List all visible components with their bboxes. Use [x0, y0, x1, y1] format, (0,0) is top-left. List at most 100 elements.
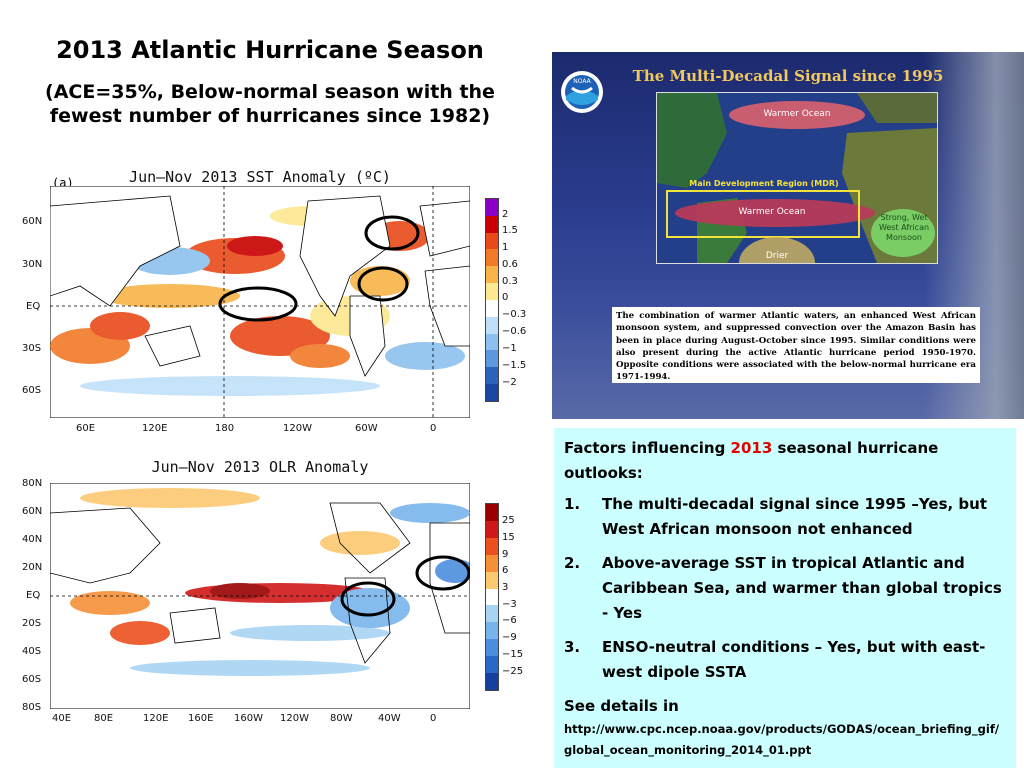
- poster-description: The combination of warmer Atlantic water…: [612, 307, 980, 383]
- olr-legend-label: −9: [502, 632, 517, 643]
- olr-map-title: Jun–Nov 2013 OLR Anomaly: [151, 458, 369, 476]
- olr-lat-label: 80N: [22, 478, 43, 489]
- sst-legend-colorbar: [485, 198, 499, 402]
- sst-lat-label: 30S: [22, 343, 42, 354]
- sst-legend-swatch: [486, 249, 498, 267]
- olr-legend-label: 15: [502, 532, 515, 543]
- sst-legend-label: 2: [502, 209, 509, 220]
- sst-lon-label: 60E: [76, 423, 96, 434]
- sst-lat-label: 30N: [22, 259, 43, 270]
- olr-lat-label: 60S: [22, 674, 42, 685]
- olr-lon-label: 160W: [234, 713, 263, 724]
- olr-lon-label: 80E: [94, 713, 114, 724]
- factors-heading-year: 2013: [730, 439, 773, 457]
- olr-lon-label: 120W: [280, 713, 309, 724]
- olr-legend-swatch: [486, 656, 498, 674]
- sst-lat-label: 60N: [22, 216, 43, 227]
- sst-legend-label: −1: [502, 343, 517, 354]
- olr-lat-label: 40S: [22, 646, 42, 657]
- olr-legend-label: 25: [502, 515, 515, 526]
- sst-legend-swatch: [486, 199, 498, 216]
- olr-legend-swatch: [486, 639, 498, 657]
- olr-legend-swatch: [486, 571, 498, 589]
- olr-legend-label: −25: [502, 666, 524, 677]
- sst-legend-swatch: [486, 232, 498, 250]
- sst-legend-swatch: [486, 384, 498, 401]
- sst-legend-label: −0.6: [502, 326, 527, 337]
- olr-lon-label: 40W: [378, 713, 401, 724]
- factors-panel: Factors influencing 2013 seasonal hurric…: [554, 428, 1016, 768]
- olr-lon-label: 40E: [52, 713, 72, 724]
- olr-lon-label: 80W: [330, 713, 353, 724]
- sst-lon-label: 60W: [355, 423, 378, 434]
- sst-lat-label: 60S: [22, 385, 42, 396]
- olr-lat-label: 40N: [22, 534, 43, 545]
- olr-legend-label: 3: [502, 582, 509, 593]
- sst-legend-label: −2: [502, 377, 517, 388]
- factors-heading-text: Factors influencing: [564, 439, 731, 457]
- olr-anomaly-map: [50, 483, 470, 709]
- sst-legend-swatch: [486, 215, 498, 233]
- sst-lon-label: 120E: [142, 423, 168, 434]
- factors-heading-text: seasonal hurricane outlooks:: [564, 439, 939, 482]
- sst-legend-swatch: [486, 283, 498, 300]
- poster-atlantic-map: Warmer Ocean Main Development Region (MD…: [656, 92, 938, 264]
- factors-list: 1. The multi-decadal signal since 1995 –Y…: [564, 492, 1006, 685]
- factor-text: Above-average SST in tropical Atlantic a…: [602, 554, 1002, 622]
- olr-legend-label: −15: [502, 649, 524, 660]
- factor-item: 1. The multi-decadal signal since 1995 –Y…: [564, 492, 1006, 542]
- sst-legend-swatch: [486, 333, 498, 351]
- noaa-logo-icon: NOAA: [561, 71, 603, 113]
- sst-legend-label: 1.5: [502, 225, 518, 236]
- noaa-logo-text: NOAA: [573, 78, 591, 85]
- warmer-ocean-label: Warmer Ocean: [738, 207, 806, 217]
- mdr-label: Main Development Region (MDR): [689, 179, 839, 188]
- olr-legend-label: 6: [502, 565, 509, 576]
- page-subtitle: (ACE=35%, Below-normal season with the f…: [45, 81, 495, 127]
- factor-number: 3.: [564, 638, 581, 656]
- olr-lon-label: 120E: [143, 713, 169, 724]
- sst-legend-swatch: [486, 266, 498, 284]
- warmer-ocean-label: Warmer Ocean: [763, 109, 831, 119]
- sst-lon-label: 0: [430, 423, 437, 434]
- details-link[interactable]: http://www.cpc.ncep.noaa.gov/products/GO…: [564, 722, 1000, 757]
- sst-legend-label: 0.3: [502, 276, 518, 287]
- sst-legend-swatch: [486, 350, 498, 368]
- olr-legend-colorbar: [485, 503, 499, 691]
- monsoon-label: Strong, Wet West African Monsoon: [878, 213, 930, 242]
- sst-legend-swatch: [486, 316, 498, 334]
- olr-lat-label: 20N: [22, 562, 43, 573]
- olr-lat-label: 20S: [22, 618, 42, 629]
- olr-legend-label: −3: [502, 599, 517, 610]
- sst-legend-label: 0: [502, 292, 509, 303]
- factor-text: The multi-decadal signal since 1995 –Yes…: [602, 495, 988, 538]
- olr-legend-swatch: [486, 673, 498, 690]
- olr-legend-swatch: [486, 588, 498, 606]
- sst-legend-label: −0.3: [502, 309, 527, 320]
- olr-legend-swatch: [486, 622, 498, 640]
- drier-label: Drier: [765, 251, 789, 261]
- olr-legend-swatch: [486, 504, 498, 521]
- factor-item: 3. ENSO-neutral conditions – Yes, but wit…: [564, 635, 1006, 685]
- olr-lon-label: 0: [430, 713, 437, 724]
- sst-legend-swatch: [486, 299, 498, 317]
- olr-lat-label: 80S: [22, 702, 42, 713]
- sst-legend-label: −1.5: [502, 360, 527, 371]
- olr-legend-swatch: [486, 554, 498, 572]
- olr-legend-swatch: [486, 537, 498, 555]
- poster-title: The Multi-Decadal Signal since 1995: [632, 67, 944, 85]
- olr-legend-swatch: [486, 520, 498, 538]
- factor-number: 1.: [564, 495, 581, 513]
- olr-legend-label: −6: [502, 615, 517, 626]
- sst-lon-label: 180: [215, 423, 235, 434]
- sst-anomaly-map: [50, 186, 470, 418]
- sst-lat-label: EQ: [26, 301, 41, 312]
- sst-map-title: Jun–Nov 2013 SST Anomaly (ºC): [129, 168, 391, 186]
- factor-item: 2. Above-average SST in tropical Atlantic…: [564, 551, 1006, 626]
- sst-legend-label: 1: [502, 242, 509, 253]
- olr-lat-label: EQ: [26, 590, 41, 601]
- factor-text: ENSO-neutral conditions – Yes, but with …: [602, 638, 986, 681]
- factors-heading: Factors influencing 2013 seasonal hurric…: [564, 436, 1006, 486]
- sst-lon-label: 120W: [283, 423, 312, 434]
- page-title: 2013 Atlantic Hurricane Season: [56, 36, 484, 64]
